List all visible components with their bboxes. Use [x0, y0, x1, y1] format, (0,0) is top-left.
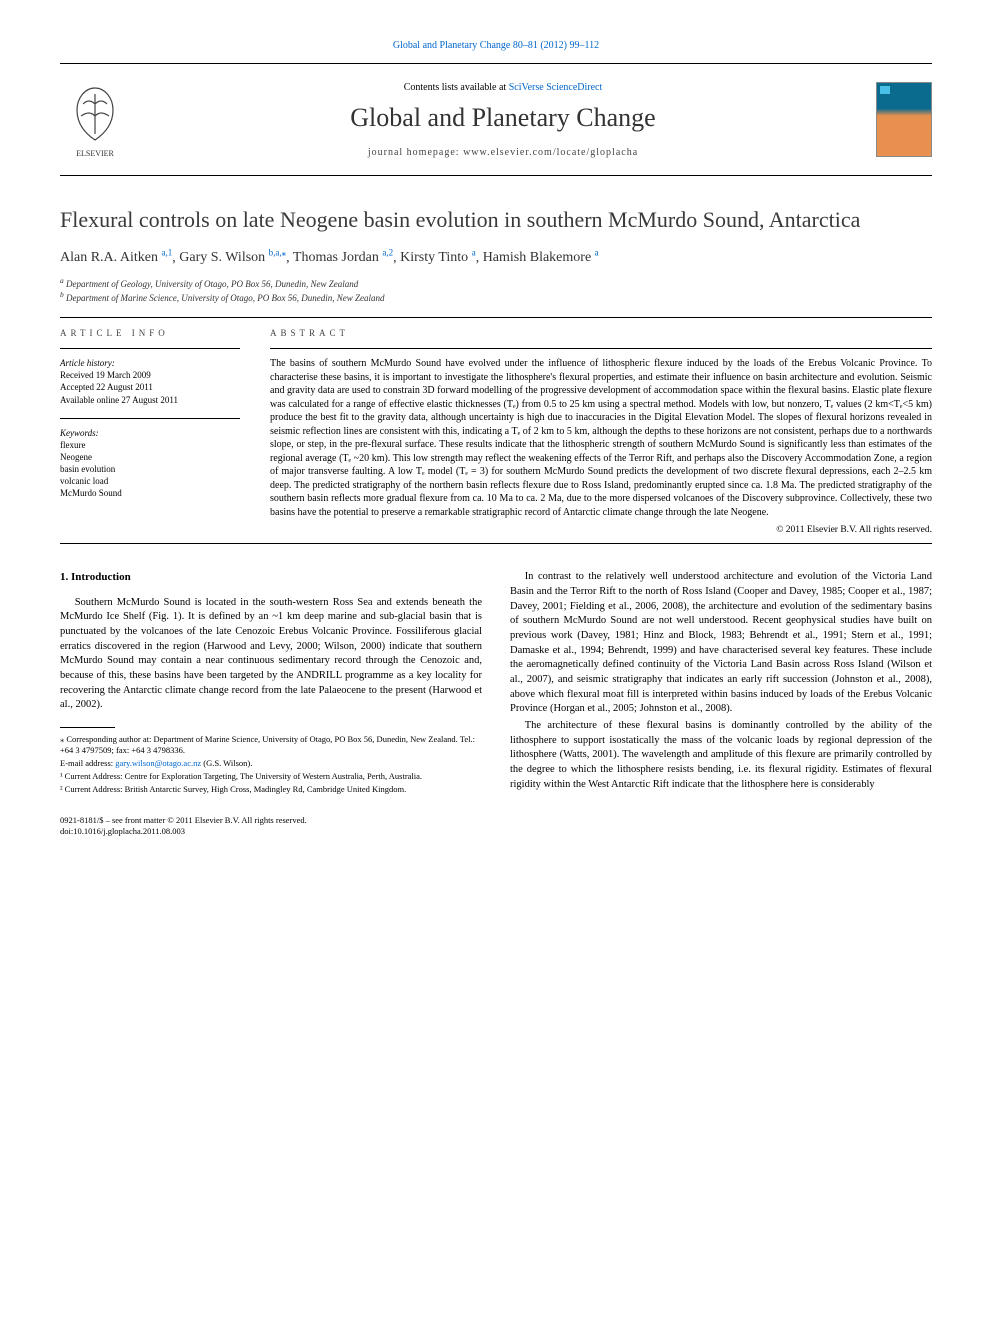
- keyword: basin evolution: [60, 463, 240, 475]
- affiliation-a: a Department of Geology, University of O…: [60, 276, 932, 289]
- author-sup[interactable]: a: [472, 248, 476, 258]
- header-center: Contents lists available at SciVerse Sci…: [130, 82, 876, 158]
- author-name: Alan R.A. Aitken: [60, 250, 158, 265]
- sciencedirect-link[interactable]: SciVerse ScienceDirect: [509, 82, 603, 93]
- affiliations: a Department of Geology, University of O…: [60, 276, 932, 303]
- footer-doi: 0921-8181/$ – see front matter © 2011 El…: [60, 815, 482, 837]
- email-footnote: E-mail address: gary.wilson@otago.ac.nz …: [60, 758, 482, 769]
- footnote-2: ² Current Address: British Antarctic Sur…: [60, 784, 482, 795]
- keywords-block: Keywords: flexure Neogene basin evolutio…: [60, 427, 240, 500]
- author: Gary S. Wilson b,a,⁎: [179, 250, 286, 265]
- accepted: Accepted 22 August 2011: [60, 381, 240, 393]
- divider: [60, 418, 240, 419]
- email-pre: E-mail address:: [60, 758, 115, 768]
- info-label: article info: [60, 328, 240, 338]
- keyword: Neogene: [60, 451, 240, 463]
- author-sup[interactable]: b,a,: [269, 248, 282, 258]
- contents-line: Contents lists available at SciVerse Sci…: [150, 82, 856, 93]
- author-name: Kirsty Tinto: [400, 250, 468, 265]
- article-info-col: article info Article history: Received 1…: [60, 328, 240, 535]
- abstract-col: abstract The basins of southern McMurdo …: [270, 328, 932, 535]
- homepage-pre: journal homepage:: [368, 147, 463, 158]
- divider: [60, 317, 932, 318]
- corresponding-mark[interactable]: ⁎: [282, 248, 287, 258]
- doi-line: doi:10.1016/j.gloplacha.2011.08.003: [60, 826, 482, 837]
- author-name: Gary S. Wilson: [179, 250, 265, 265]
- contents-pre: Contents lists available at: [404, 82, 509, 93]
- author-sup[interactable]: a,2: [382, 248, 393, 258]
- homepage-url[interactable]: www.elsevier.com/locate/gloplacha: [463, 147, 638, 158]
- intro-heading: 1. Introduction: [60, 570, 482, 585]
- author: Kirsty Tinto a: [400, 250, 476, 265]
- author: Thomas Jordan a,2: [293, 250, 393, 265]
- keywords-label: Keywords:: [60, 427, 240, 439]
- author-name: Hamish Blakemore: [483, 250, 591, 265]
- right-column: In contrast to the relatively well under…: [510, 570, 932, 837]
- paragraph: In contrast to the relatively well under…: [510, 570, 932, 717]
- keyword: volcanic load: [60, 475, 240, 487]
- paragraph: Southern McMurdo Sound is located in the…: [60, 596, 482, 714]
- author: Alan R.A. Aitken a,1: [60, 250, 172, 265]
- authors-line: Alan R.A. Aitken a,1, Gary S. Wilson b,a…: [60, 248, 932, 267]
- divider: [60, 348, 240, 349]
- history-label: Article history:: [60, 357, 240, 369]
- keyword: flexure: [60, 439, 240, 451]
- svg-text:ELSEVIER: ELSEVIER: [76, 149, 114, 158]
- author: Hamish Blakemore a: [483, 250, 599, 265]
- online: Available online 27 August 2011: [60, 394, 240, 406]
- history-block: Article history: Received 19 March 2009 …: [60, 357, 240, 406]
- journal-name: Global and Planetary Change: [150, 103, 856, 133]
- paragraph: The architecture of these flexural basin…: [510, 719, 932, 792]
- journal-header: ELSEVIER Contents lists available at Sci…: [60, 63, 932, 176]
- meta-abstract-row: article info Article history: Received 1…: [60, 328, 932, 535]
- author-sup[interactable]: a: [595, 248, 599, 258]
- affiliation-text: Department of Marine Science, University…: [66, 293, 384, 303]
- left-column: 1. Introduction Southern McMurdo Sound i…: [60, 570, 482, 837]
- email-link[interactable]: gary.wilson@otago.ac.nz: [115, 758, 201, 768]
- abstract-label: abstract: [270, 328, 932, 338]
- abstract-text: The basins of southern McMurdo Sound hav…: [270, 357, 932, 519]
- elsevier-logo: ELSEVIER: [60, 72, 130, 167]
- received: Received 19 March 2009: [60, 369, 240, 381]
- email-post: (G.S. Wilson).: [201, 758, 252, 768]
- keyword: McMurdo Sound: [60, 487, 240, 499]
- author-name: Thomas Jordan: [293, 250, 379, 265]
- article-title: Flexural controls on late Neogene basin …: [60, 206, 932, 234]
- affiliation-text: Department of Geology, University of Ota…: [66, 279, 358, 289]
- journal-cover-thumbnail: [876, 82, 932, 157]
- footnote-divider: [60, 727, 115, 728]
- affiliation-b: b Department of Marine Science, Universi…: [60, 290, 932, 303]
- footnotes: ⁎ Corresponding author at: Department of…: [60, 734, 482, 795]
- body-columns: 1. Introduction Southern McMurdo Sound i…: [60, 570, 932, 837]
- homepage-line: journal homepage: www.elsevier.com/locat…: [150, 147, 856, 158]
- divider: [60, 543, 932, 544]
- corresponding-footnote: ⁎ Corresponding author at: Department of…: [60, 734, 482, 756]
- abstract-copyright: © 2011 Elsevier B.V. All rights reserved…: [270, 525, 932, 535]
- issn-line: 0921-8181/$ – see front matter © 2011 El…: [60, 815, 482, 826]
- divider: [270, 348, 932, 349]
- footnote-1: ¹ Current Address: Centre for Exploratio…: [60, 771, 482, 782]
- journal-reference: Global and Planetary Change 80–81 (2012)…: [60, 40, 932, 51]
- author-sup[interactable]: a,1: [162, 248, 173, 258]
